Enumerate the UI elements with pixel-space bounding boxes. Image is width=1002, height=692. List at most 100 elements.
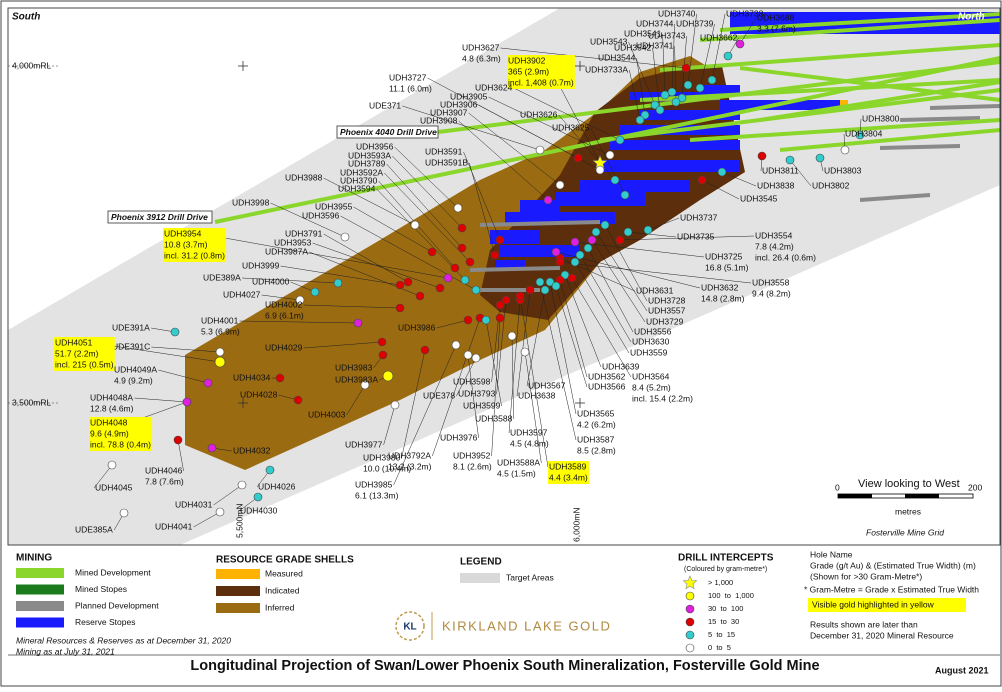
planned-development xyxy=(469,266,561,272)
hole-name: UDH3627 xyxy=(462,42,500,52)
hole-name: UDH3598 xyxy=(453,376,491,386)
hole-name: UDH3725 xyxy=(705,251,743,261)
hole-name: UDH3597 xyxy=(510,427,548,437)
leader-line xyxy=(711,13,726,81)
intercept-dot xyxy=(471,353,481,363)
hole-grade: 3.3 (7.6m) xyxy=(757,23,796,33)
hole-name: UDH4034 xyxy=(233,372,271,382)
reserve-stope xyxy=(580,180,690,192)
leader-line xyxy=(432,317,481,457)
highlight-swatch xyxy=(808,598,966,612)
hole-name: UDH3803 xyxy=(824,165,862,175)
intercept-dot xyxy=(427,247,437,257)
intercept-dot xyxy=(382,370,394,382)
legend-swatch xyxy=(216,603,260,613)
leader-line xyxy=(519,295,549,468)
hole-name: UDH3800 xyxy=(862,113,900,123)
leader-line xyxy=(491,317,501,457)
reserve-stope xyxy=(600,160,740,172)
hole-name: UDH3638 xyxy=(518,390,556,400)
legend-label: 100 to 1,000 xyxy=(708,591,754,600)
intercept-dot xyxy=(403,277,413,287)
intercept-dot xyxy=(660,90,670,100)
hole-name: UDH3737 xyxy=(680,212,718,222)
reserve-stope xyxy=(630,92,710,100)
scale-label: 200 xyxy=(968,482,982,492)
view-label: View looking to West xyxy=(858,478,960,490)
intercept-dot xyxy=(855,130,865,140)
intercept-dot xyxy=(293,395,303,405)
hole-name: UDH3906 xyxy=(440,99,478,109)
legend-note: December 31, 2020 Mineral Resource xyxy=(810,630,954,640)
intercept-dot xyxy=(214,356,226,368)
legend-label: 5 to 15 xyxy=(708,630,735,639)
hole-name: UDH3728 xyxy=(648,295,686,305)
intercept-dot xyxy=(555,180,565,190)
logo-ring xyxy=(395,611,425,641)
hole-grade: 8.5 (2.8m) xyxy=(577,445,616,455)
leader-line xyxy=(384,172,471,263)
hole-grade: 4.9 (9.2m) xyxy=(114,375,153,385)
intercept-dot xyxy=(555,257,565,267)
legend-label: 15 to 30 xyxy=(708,617,739,626)
leader-line xyxy=(687,13,697,86)
hole-name: UDH3596 xyxy=(302,210,340,220)
hole-name: UDH4003 xyxy=(308,409,346,419)
hole-grade: 10.0 (10.4m) xyxy=(363,463,411,473)
hole-name: UDH3838 xyxy=(757,180,795,190)
south-label: South xyxy=(12,12,40,23)
hole-name: UDH3743 xyxy=(648,30,686,40)
intercept-dot xyxy=(620,190,630,200)
hole-grade: 7.8 (4.2m) xyxy=(755,241,794,251)
leader-line xyxy=(158,369,209,384)
hole-name: UDH3907 xyxy=(430,107,468,117)
map-frame xyxy=(7,7,1001,546)
leader-line xyxy=(394,146,459,209)
intercept-dot xyxy=(595,165,605,175)
leader-line xyxy=(579,254,632,343)
legend-label: 0 to 5 xyxy=(708,643,731,652)
hole-name: UDH4046 xyxy=(145,465,183,475)
hole-name: UDH3792A xyxy=(388,450,431,460)
legend-label: Mined Development xyxy=(75,567,151,577)
hole-grade: 9.6 (4.9m) xyxy=(90,428,129,438)
hole-name: UDH4031 xyxy=(175,499,213,509)
intercept-dot xyxy=(378,350,388,360)
hole-name: UDH3976 xyxy=(440,432,478,442)
hole-name: UDH3566 xyxy=(588,381,626,391)
hole-name: UDH3593A xyxy=(348,150,391,160)
hole-grade: 8.1 (2.6m) xyxy=(453,461,492,471)
intercept-dot xyxy=(757,151,767,161)
hole-name: UDH3588 xyxy=(475,413,513,423)
hole-name: UDH3733A xyxy=(585,64,628,74)
legend-label: Planned Development xyxy=(75,600,159,610)
legend-star xyxy=(682,575,698,590)
hole-name: UDE371 xyxy=(369,100,401,110)
legend-label: Mined Stopes xyxy=(75,584,127,594)
hole-grade: 51.7 (2.2m) xyxy=(55,348,99,358)
reserve-stope xyxy=(640,110,740,120)
planned-development xyxy=(899,116,981,122)
hole-name: UDH3738 xyxy=(726,8,764,18)
hole-grade: 9.4 (8.2m) xyxy=(752,288,791,298)
hole-grade: 12.8 (4.6m) xyxy=(90,403,134,413)
intercept-dot xyxy=(615,135,625,145)
intercept-dot xyxy=(495,235,505,245)
legend-title: DRILL INTERCEPTS xyxy=(678,553,774,564)
hole-name: UDH3905 xyxy=(450,91,488,101)
intercept-dot xyxy=(451,340,461,350)
hole-name: UDH3625 xyxy=(552,122,590,132)
leader-line xyxy=(516,289,531,397)
intercept-dot xyxy=(390,400,400,410)
leader-line xyxy=(604,224,648,302)
northing-label: 5,500mN xyxy=(234,504,244,539)
legend-subtitle: (Coloured by gram-metre*) xyxy=(684,566,767,573)
hole-name: UDH4000 xyxy=(252,276,290,286)
intercept-dot xyxy=(119,508,129,518)
intercept-dot xyxy=(515,291,525,301)
intercept-dot xyxy=(435,283,445,293)
hole-name: UDH3632 xyxy=(701,282,739,292)
drive-label: Phoenix 3912 Drill Drive xyxy=(111,212,208,222)
leader-line xyxy=(213,484,243,506)
intercept-dot xyxy=(683,80,693,90)
